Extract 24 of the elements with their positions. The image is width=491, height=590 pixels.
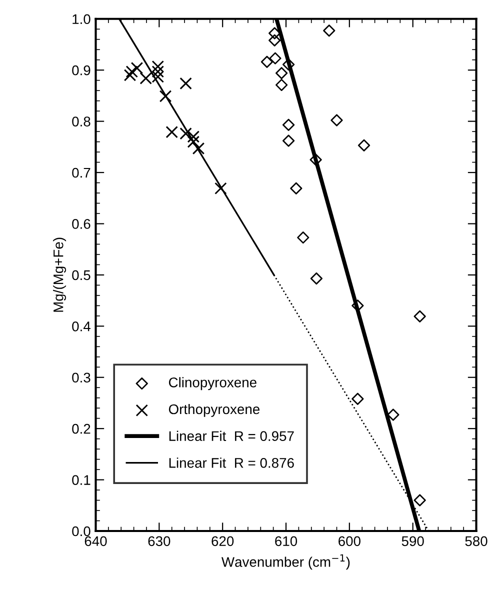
x-tick-label: 590 xyxy=(402,536,424,546)
y-tick-label: 0.8 xyxy=(72,116,90,126)
x-axis-title: Wavenumber (cm$^{−1}$) xyxy=(221,554,350,570)
y-tick-label: 0.4 xyxy=(72,321,90,332)
y-tick-label: 1.0 xyxy=(72,14,90,24)
y-tick-label: 0.7 xyxy=(72,168,90,178)
x-tick-label: 630 xyxy=(148,536,170,546)
y-tick-label: 0.2 xyxy=(72,424,90,434)
legend-label: Linear Fit R = 0.957 xyxy=(169,430,294,442)
y-tick-label: 0.5 xyxy=(72,270,90,280)
legend-label: Clinopyroxene xyxy=(168,377,256,390)
y-tick-label: 0.0 xyxy=(72,526,90,536)
x-tick-label: 640 xyxy=(84,536,107,546)
x-tick-label: 600 xyxy=(338,536,360,546)
y-tick-label: 0.6 xyxy=(72,219,90,229)
legend-label: Orthopyroxene xyxy=(168,404,260,417)
x-tick-label: 610 xyxy=(275,536,298,546)
x-tick-label: 620 xyxy=(212,536,234,546)
x-tick-label: 580 xyxy=(465,536,488,546)
y-tick-label: 0.3 xyxy=(72,372,90,383)
legend-label: Linear Fit R = 0.876 xyxy=(169,458,294,468)
y-tick-label: 0.9 xyxy=(72,65,90,76)
y-tick-label: 0.1 xyxy=(72,475,90,485)
y-axis-title: Mg/(Mg+Fe) xyxy=(53,238,66,312)
